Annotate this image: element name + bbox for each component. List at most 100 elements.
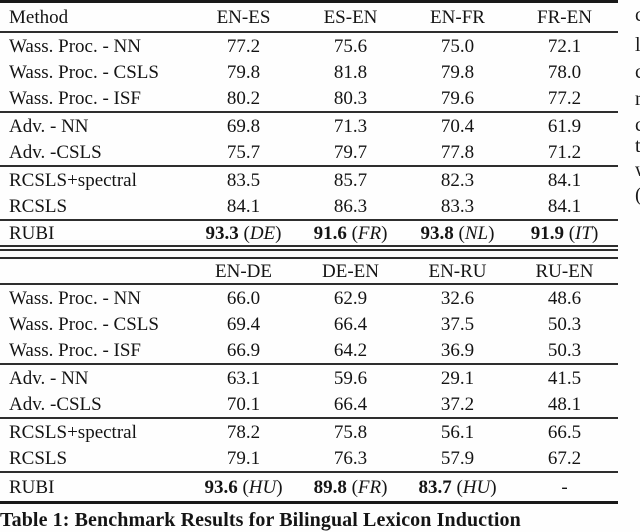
score-cell: 50.3 [547, 339, 582, 361]
table-row: RCSLS 79.1 76.3 57.9 67.2 [0, 445, 640, 471]
score-cell: 70.4 [440, 115, 475, 137]
score-cell: 76.3 [333, 447, 368, 469]
score-cell: 83.5 [226, 169, 261, 191]
table-rule [0, 363, 618, 365]
score-cell: 62.9 [333, 287, 368, 309]
table-row: Adv. -CSLS 70.1 66.4 37.2 48.1 [0, 391, 640, 417]
score-cell: 77.8 [440, 141, 475, 163]
clipped-glyph: w [635, 159, 640, 182]
clipped-glyph: c [635, 4, 640, 26]
header-row: EN-DE DE-EN EN-RU RU-EN [0, 259, 640, 283]
score-cell: 48.6 [547, 287, 582, 309]
method-cell: Adv. -CSLS [9, 393, 102, 415]
method-cell: Wass. Proc. - ISF [9, 339, 141, 361]
score-cell: 50.3 [547, 313, 582, 335]
benchmark-results-figure: Method EN-ES ES-EN EN-FR FR-EN Wass. Proc. - … [0, 0, 640, 504]
method-cell: Adv. - NN [9, 367, 89, 389]
column-header: FR-EN [537, 6, 592, 28]
table-rule [0, 501, 618, 504]
method-cell: RCSLS+spectral [9, 421, 137, 443]
table-row: Wass. Proc. - CSLS 79.8 81.8 79.8 78.0 [0, 59, 640, 85]
language-code: IT [575, 222, 592, 244]
column-header: EN-ES [216, 6, 271, 28]
score-cell: 79.1 [226, 447, 261, 469]
score-cell: 36.9 [440, 339, 475, 361]
score-cell: 77.2 [226, 35, 261, 57]
score-cell: 83.3 [440, 195, 475, 217]
score-cell: 71.2 [547, 141, 582, 163]
score-cell: 66.0 [226, 287, 261, 309]
clipped-glyph: l [635, 34, 640, 56]
table-rule [0, 31, 618, 33]
score-cell: 80.2 [226, 87, 261, 109]
rubi-score: 91.9 [530, 222, 564, 244]
rubi-score: 91.6 [313, 222, 347, 244]
rubi-score: 93.6 [204, 476, 238, 498]
score-cell: 79.6 [440, 87, 475, 109]
table-caption: Table 1: Benchmark Results for Bilingual… [0, 509, 521, 531]
results-table-top: Method EN-ES ES-EN EN-FR FR-EN Wass. Proc. - … [0, 0, 640, 245]
method-cell: Wass. Proc. - NN [9, 35, 141, 57]
score-cell: 48.1 [547, 393, 582, 415]
score-cell: 77.2 [547, 87, 582, 109]
score-cell: 32.6 [440, 287, 475, 309]
score-cell: 79.8 [226, 61, 261, 83]
header-row: Method EN-ES ES-EN EN-FR FR-EN [0, 3, 640, 31]
score-cell: 79.8 [440, 61, 475, 83]
table-row: Wass. Proc. - NN 66.0 62.9 32.6 48.6 [0, 285, 640, 311]
clipped-glyph: t [635, 135, 640, 157]
method-cell: RCSLS [9, 447, 68, 469]
table-row: RCSLS+spectral 83.5 85.7 82.3 84.1 [0, 167, 640, 193]
table-row: RCSLS 84.1 86.3 83.3 84.1 [0, 193, 640, 219]
score-cell: 56.1 [440, 421, 475, 443]
language-code: DE [249, 222, 276, 244]
score-cell: 85.7 [333, 169, 368, 191]
results-table-bottom: EN-DE DE-EN EN-RU RU-EN Wass. Proc. - NN 66.0… [0, 245, 640, 504]
table-rule [0, 0, 618, 3]
language-code: HU [462, 476, 491, 498]
score-cell: 59.6 [333, 367, 368, 389]
table-row: Wass. Proc. - ISF 66.9 64.2 36.9 50.3 [0, 337, 640, 363]
table-row: Adv. - NN 63.1 59.6 29.1 41.5 [0, 365, 640, 391]
clipped-glyph: r [635, 88, 640, 110]
clipped-glyph: ( [635, 184, 640, 207]
score-cell: 75.8 [333, 421, 368, 443]
column-header: EN-DE [215, 260, 272, 282]
score-cell: 66.4 [333, 313, 368, 335]
rubi-score-cell: 93.6 (HU) [204, 476, 283, 498]
column-header: EN-RU [428, 260, 487, 282]
column-header: DE-EN [322, 260, 379, 282]
score-cell: 29.1 [440, 367, 475, 389]
score-cell: 79.7 [333, 141, 368, 163]
table-row: Wass. Proc. - ISF 80.2 80.3 79.6 77.2 [0, 85, 640, 111]
table-rule [0, 165, 618, 167]
language-code: FR [357, 222, 382, 244]
adjacent-column-text-fragments: clcrctw( [635, 0, 640, 532]
score-cell: 78.2 [226, 421, 261, 443]
score-cell: 81.8 [333, 61, 368, 83]
method-cell: Wass. Proc. - NN [9, 287, 141, 309]
rubi-row: RUBI 93.3 (DE) 91.6 (FR) 93.8 (NL) 91.9 (IT) [0, 221, 640, 245]
score-cell: 80.3 [333, 87, 368, 109]
score-cell: 66.9 [226, 339, 261, 361]
table-rule [0, 111, 618, 113]
table-rule [0, 219, 618, 221]
score-cell: 75.6 [333, 35, 368, 57]
rubi-score-cell: 83.7 (HU) [418, 476, 497, 498]
language-code: NL [464, 222, 489, 244]
table-rule [0, 257, 618, 259]
score-cell: 61.9 [547, 115, 582, 137]
table-row: Adv. - NN 69.8 71.3 70.4 61.9 [0, 113, 640, 139]
score-cell: 57.9 [440, 447, 475, 469]
table-rule [0, 283, 618, 285]
score-cell: 84.1 [547, 169, 582, 191]
method-cell: Adv. - NN [9, 115, 89, 137]
score-cell: 75.0 [440, 35, 475, 57]
clipped-glyph: c [635, 114, 640, 136]
language-code: FR [357, 476, 382, 498]
method-cell: RCSLS [9, 195, 68, 217]
rubi-score-cell: 91.9 (IT) [530, 222, 599, 244]
score-cell: 41.5 [547, 367, 582, 389]
method-cell: RUBI [9, 476, 55, 498]
method-cell: RCSLS+spectral [9, 169, 137, 191]
